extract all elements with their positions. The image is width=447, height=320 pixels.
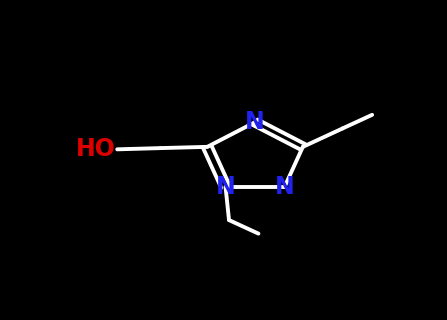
Text: N: N xyxy=(275,175,295,199)
Text: HO: HO xyxy=(76,137,115,161)
Text: N: N xyxy=(215,175,236,199)
Text: N: N xyxy=(245,110,265,134)
